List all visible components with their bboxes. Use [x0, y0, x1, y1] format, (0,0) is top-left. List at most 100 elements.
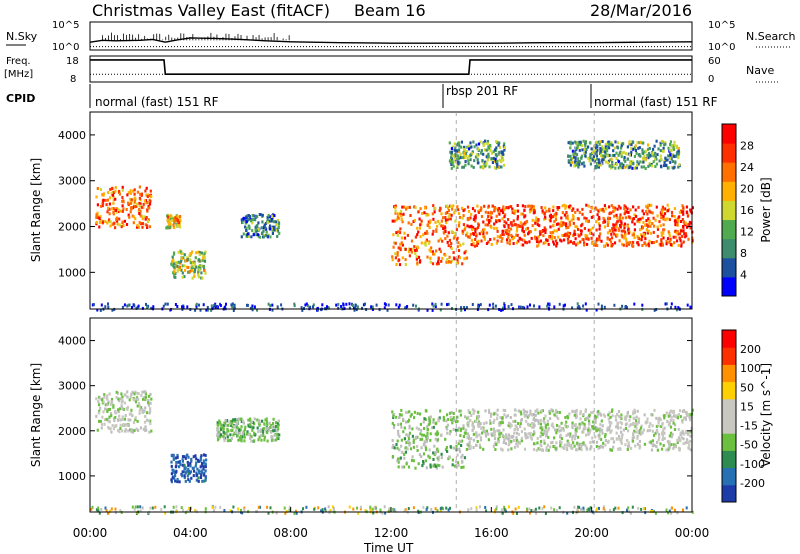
power-cell — [504, 230, 508, 234]
velocity-cell — [187, 478, 190, 482]
velocity-cell — [689, 439, 692, 443]
power-cell — [248, 215, 251, 218]
velocity-cell — [428, 448, 431, 452]
power-cell — [121, 188, 124, 192]
power-cell — [98, 225, 101, 229]
power-cell — [664, 142, 667, 146]
power-cell — [635, 151, 638, 155]
velocity-cell — [241, 433, 244, 437]
velocity-cell — [497, 437, 500, 441]
velocity-cell — [130, 392, 133, 396]
velocity-cell — [492, 427, 496, 431]
power-cell — [492, 156, 495, 160]
power-cell — [444, 216, 447, 219]
velocity-cell — [392, 413, 395, 416]
power-cell — [421, 212, 424, 215]
velocity-cell — [614, 506, 617, 510]
power-cell — [675, 231, 678, 235]
power-cell — [507, 233, 510, 236]
power-cell — [520, 212, 523, 216]
velocity-cell — [196, 458, 200, 462]
colorbar-frame — [721, 123, 737, 297]
power-cell — [420, 219, 423, 223]
power-cell — [273, 220, 276, 224]
power-cell — [416, 261, 419, 265]
velocity-cell — [110, 507, 113, 511]
velocity-cell — [244, 425, 247, 429]
velocity-cell — [506, 414, 509, 418]
velocity-cell — [452, 416, 455, 420]
velocity-cell — [537, 447, 540, 451]
velocity-cell — [515, 431, 518, 435]
velocity-cell — [400, 408, 403, 412]
power-cell — [541, 230, 544, 233]
power-cell — [454, 208, 457, 212]
power-cell — [675, 239, 679, 243]
power-cell — [572, 207, 575, 211]
power-cell — [658, 159, 661, 163]
power-cell — [398, 303, 401, 307]
power-cell — [185, 265, 188, 269]
velocity-cell — [225, 432, 228, 436]
power-cell — [477, 142, 481, 146]
power-cell — [141, 215, 144, 219]
velocity-cell — [473, 409, 476, 413]
velocity-cell — [398, 413, 402, 416]
velocity-cell — [412, 440, 415, 444]
power-cell — [450, 166, 453, 170]
power-cell — [663, 212, 667, 216]
velocity-cell — [103, 393, 106, 397]
power-cell — [666, 217, 669, 221]
velocity-cell — [604, 443, 607, 447]
power-cell — [123, 303, 126, 307]
power-cell — [193, 274, 196, 278]
power-cell — [102, 198, 105, 202]
velocity-cell — [106, 409, 109, 413]
velocity-cell — [391, 455, 395, 458]
velocity-cell — [688, 443, 691, 447]
colorbar-tick-label: 8 — [740, 247, 747, 260]
power-cell — [594, 242, 597, 246]
power-cell — [501, 217, 504, 221]
velocity-cell — [184, 511, 187, 515]
velocity-cell — [670, 415, 673, 419]
power-cell — [605, 242, 608, 246]
power-cell — [416, 226, 419, 230]
velocity-cell — [423, 440, 426, 444]
power-cell — [423, 211, 426, 215]
y-tick-label: 2000 — [58, 425, 86, 438]
power-cell — [466, 156, 469, 160]
power-cell — [664, 302, 667, 306]
power-cell — [394, 206, 397, 210]
power-cell — [431, 302, 434, 306]
velocity-cell — [670, 435, 673, 439]
power-cell — [511, 211, 514, 214]
power-cell — [548, 302, 551, 306]
power-cell — [600, 208, 603, 212]
power-cell — [265, 233, 268, 237]
power-cell — [121, 199, 124, 203]
power-cell — [666, 203, 669, 207]
power-cell — [440, 219, 443, 223]
power-cell — [415, 257, 418, 261]
power-cell — [300, 306, 303, 310]
power-cell — [480, 151, 483, 155]
velocity-cell — [429, 463, 432, 467]
velocity-cell — [470, 437, 473, 441]
power-cell — [655, 205, 658, 209]
nave-tick-top: 60 — [708, 56, 721, 67]
velocity-cell — [409, 414, 412, 418]
velocity-cell — [573, 413, 576, 417]
velocity-cell — [588, 422, 591, 426]
power-cell — [619, 213, 622, 217]
power-cell — [458, 212, 461, 215]
velocity-cell — [616, 422, 619, 426]
colorbar-swatch — [722, 416, 736, 434]
power-cell — [405, 207, 408, 211]
power-cell — [610, 157, 613, 161]
velocity-cell — [425, 508, 428, 512]
velocity-cell — [661, 433, 665, 437]
power-cell — [648, 239, 651, 243]
power-cell — [482, 220, 485, 224]
colorbar-swatch — [722, 162, 736, 182]
